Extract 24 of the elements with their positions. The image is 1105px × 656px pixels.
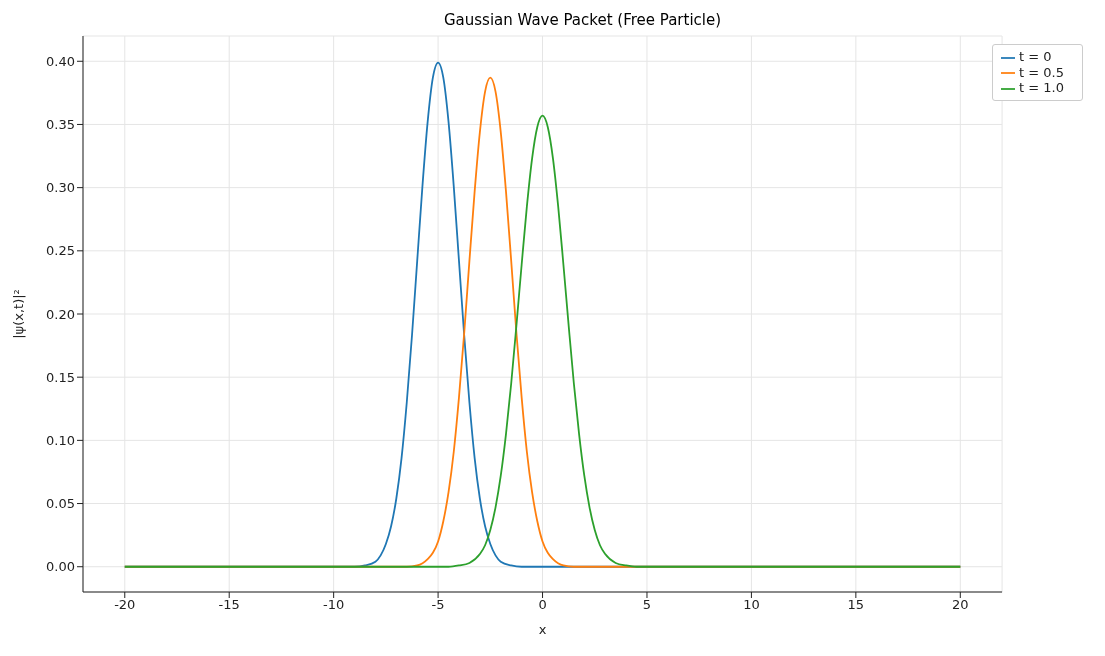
x-tick-label: 5 <box>642 597 652 613</box>
x-tick-label: 15 <box>847 597 865 613</box>
y-tick-label: 0.30 <box>46 180 75 196</box>
x-tick-label: -20 <box>114 597 136 613</box>
y-tick-label: 0.10 <box>46 432 75 448</box>
x-axis-title: x <box>538 622 547 637</box>
legend-label: t = 0 <box>1019 49 1052 64</box>
chart-title: Gaussian Wave Packet (Free Particle) <box>442 10 723 31</box>
x-tick-label: 0 <box>538 597 547 613</box>
x-tick-label: 20 <box>952 597 969 613</box>
x-tick-label: -5 <box>431 597 445 613</box>
legend-label: t = 0.5 <box>1019 64 1064 80</box>
y-tick-label: 0.35 <box>46 117 75 133</box>
y-axis-title: |ψ(x,t)|² <box>10 289 26 339</box>
y-tick-label: 0.25 <box>46 243 75 259</box>
y-tick-label: 0.05 <box>46 496 75 512</box>
x-tick-label: 10 <box>743 597 760 613</box>
y-tick-label: 0.40 <box>46 53 75 69</box>
y-tick-label: 0.20 <box>46 306 75 322</box>
x-tick-label: -10 <box>323 597 345 613</box>
y-tick-label: 0.00 <box>46 559 75 575</box>
legend-label: t = 1.0 <box>1019 80 1064 95</box>
x-tick-label: -15 <box>218 597 240 613</box>
y-tick-label: 0.15 <box>46 369 75 385</box>
